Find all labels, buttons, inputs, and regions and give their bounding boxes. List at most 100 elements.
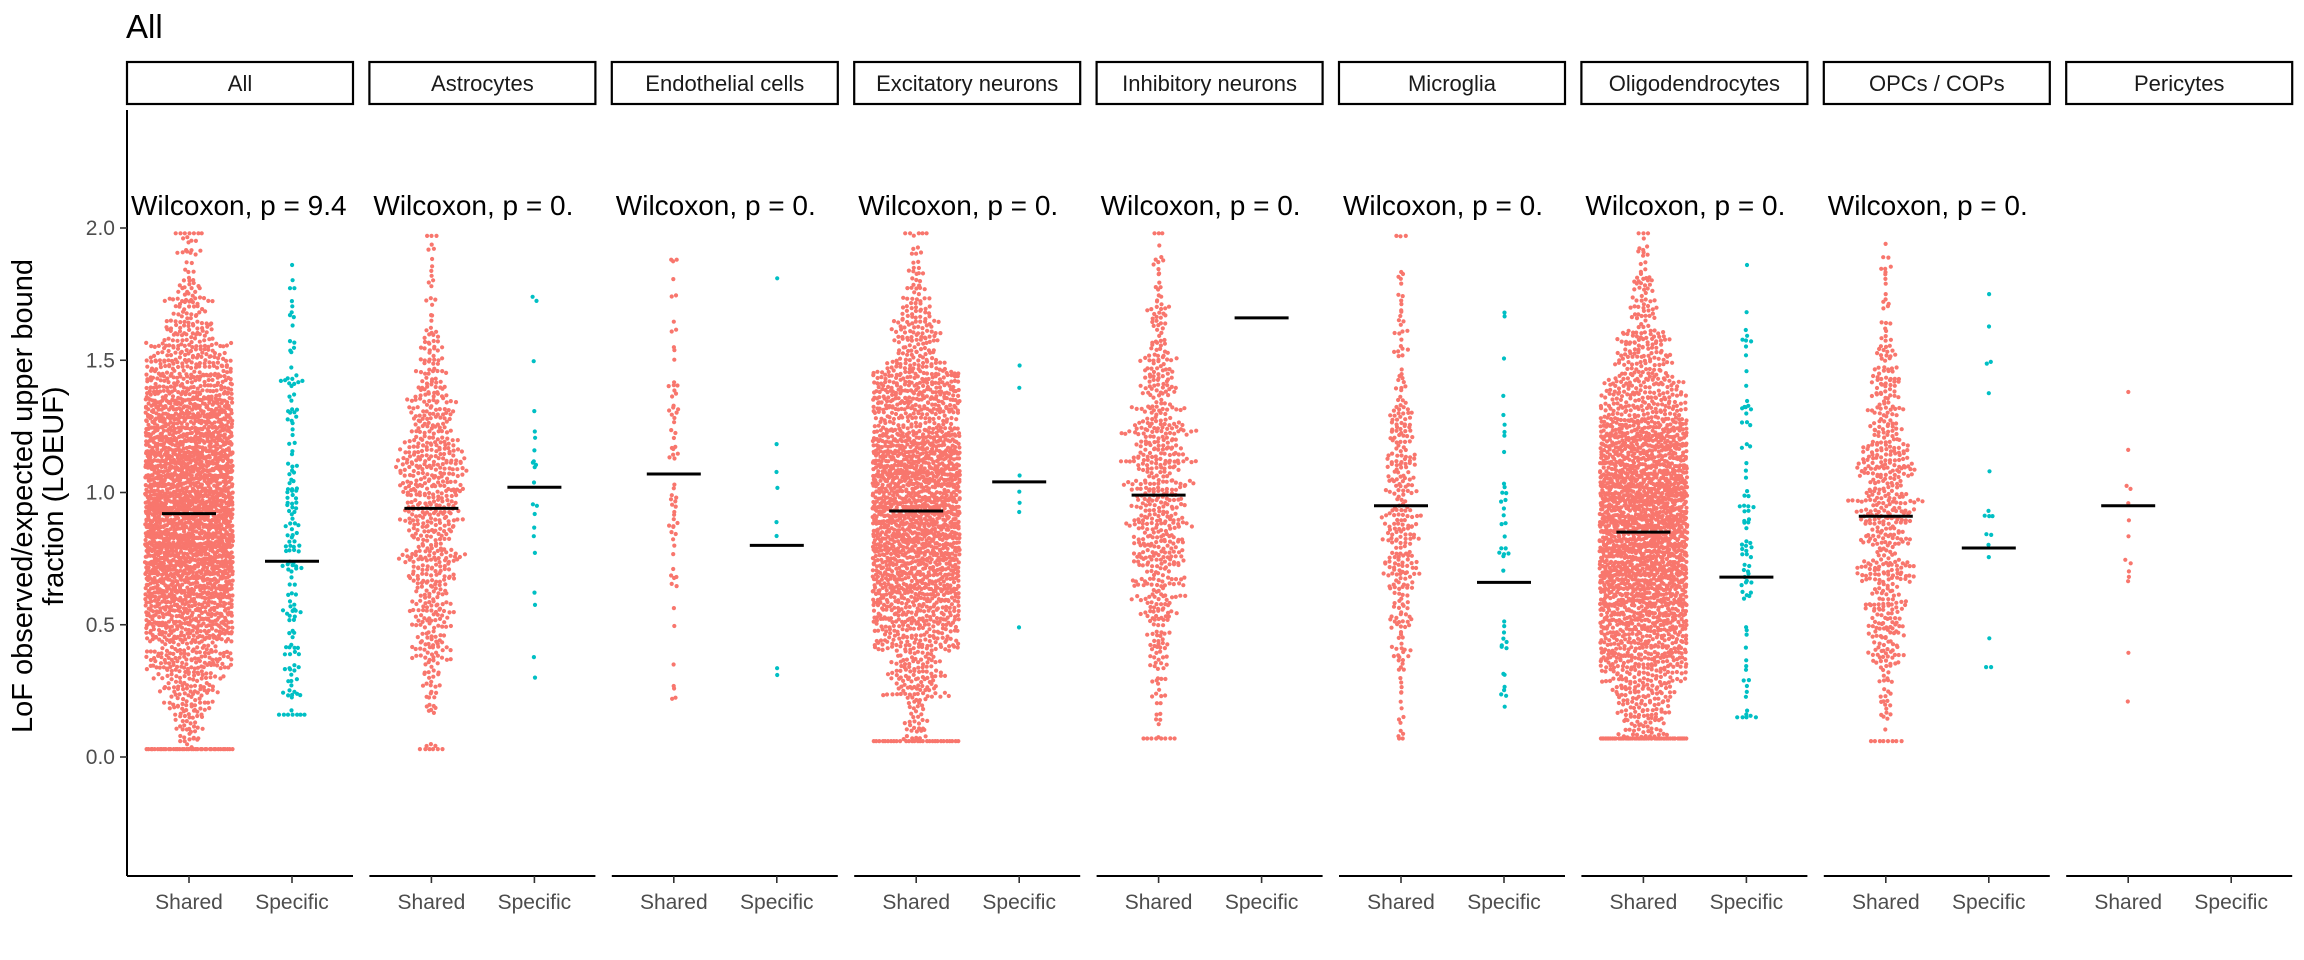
data-point	[872, 410, 878, 415]
data-point	[420, 470, 425, 476]
data-point	[217, 393, 222, 398]
data-point	[171, 361, 176, 366]
data-point	[431, 599, 436, 604]
data-point	[202, 379, 207, 385]
data-point	[195, 725, 200, 730]
data-point	[198, 346, 203, 352]
data-point	[178, 492, 183, 497]
data-point	[448, 601, 453, 606]
data-point	[956, 451, 961, 456]
data-point	[923, 306, 928, 311]
data-point	[177, 329, 183, 334]
data-point	[917, 424, 923, 429]
data-point	[180, 727, 185, 732]
data-point	[285, 495, 290, 500]
data-point	[430, 302, 435, 307]
data-point	[415, 405, 420, 410]
data-point	[230, 523, 235, 528]
data-point	[932, 318, 937, 323]
data-point	[173, 679, 179, 684]
data-point	[415, 537, 421, 542]
data-point	[425, 635, 430, 640]
data-point	[207, 635, 212, 641]
data-point	[211, 389, 216, 394]
data-point	[197, 640, 202, 645]
data-point	[899, 479, 904, 484]
data-point	[421, 443, 426, 448]
data-point	[913, 315, 918, 320]
data-point	[187, 570, 192, 575]
data-point	[225, 637, 231, 642]
data-point	[424, 533, 429, 539]
data-point	[924, 323, 929, 328]
data-point	[871, 373, 876, 378]
data-point	[175, 346, 181, 351]
data-point	[155, 376, 160, 381]
data-point	[222, 385, 227, 390]
x-tick-label: Shared	[155, 891, 223, 914]
data-point	[166, 348, 171, 354]
data-point	[927, 304, 932, 309]
data-point	[292, 286, 297, 291]
data-point	[206, 700, 211, 705]
data-point	[430, 645, 435, 650]
data-point	[407, 405, 412, 410]
data-point	[413, 498, 418, 503]
data-point	[875, 375, 880, 381]
data-point	[187, 231, 192, 236]
data-point	[430, 256, 435, 262]
data-point	[289, 569, 294, 574]
data-point	[221, 356, 226, 361]
data-point	[427, 553, 432, 558]
data-point	[906, 418, 911, 424]
data-point	[213, 649, 218, 654]
data-point	[447, 575, 452, 581]
data-point	[427, 332, 432, 337]
data-point	[189, 640, 194, 645]
data-point	[532, 675, 538, 680]
data-point	[457, 489, 462, 494]
data-point	[444, 488, 449, 493]
data-point	[427, 398, 432, 404]
data-point	[418, 387, 423, 392]
data-point	[900, 351, 906, 356]
data-point	[437, 683, 442, 688]
data-point	[153, 612, 158, 617]
data-point	[531, 655, 537, 660]
data-point	[178, 739, 183, 744]
data-point	[408, 575, 413, 581]
data-point	[198, 706, 203, 711]
data-point	[918, 369, 923, 374]
data-point	[420, 631, 425, 636]
data-point	[951, 410, 956, 415]
data-point	[451, 576, 457, 581]
data-point	[913, 308, 919, 314]
data-point	[925, 328, 930, 333]
data-point	[180, 683, 185, 688]
data-point	[420, 683, 426, 688]
data-point	[163, 424, 168, 429]
data-point	[222, 350, 227, 356]
data-point	[186, 240, 191, 245]
data-point	[671, 566, 676, 572]
data-point	[175, 332, 180, 337]
data-point	[146, 407, 151, 412]
data-point	[218, 651, 223, 656]
data-point	[182, 674, 187, 679]
data-point	[949, 428, 954, 433]
data-point	[418, 646, 423, 651]
data-point	[290, 516, 295, 521]
data-point	[419, 613, 424, 618]
data-point	[409, 500, 414, 505]
data-point	[149, 414, 154, 420]
data-point	[229, 475, 234, 481]
data-point	[924, 231, 929, 236]
data-point	[294, 500, 299, 505]
data-point	[172, 368, 177, 373]
data-point	[414, 514, 419, 519]
data-point	[945, 372, 950, 378]
data-point	[902, 382, 908, 387]
data-point	[403, 560, 408, 565]
data-point	[191, 231, 196, 236]
